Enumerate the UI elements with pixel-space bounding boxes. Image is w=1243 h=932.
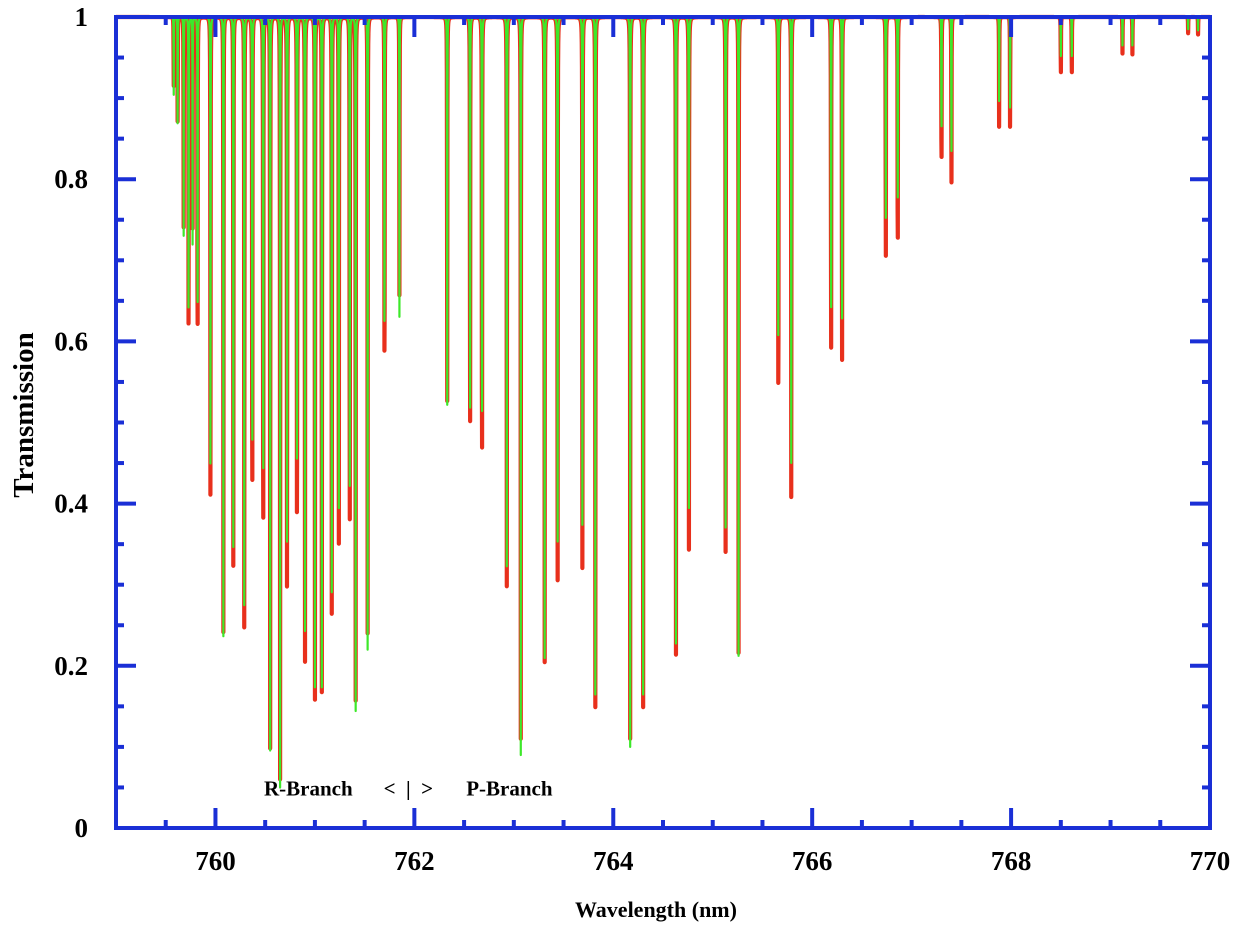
y-axis-title: Transmission	[8, 332, 40, 497]
branch-annotation: R-Branch < | > P-Branch	[264, 777, 553, 801]
y-tick-label: 0.4	[54, 489, 88, 519]
axis-tick-labels: 760 762 764 766 768 770 0 0.2 0.4 0.6 0.8 1	[54, 2, 1230, 876]
axis-ticks	[114, 15, 1212, 830]
y-tick-label: 0.2	[54, 651, 88, 681]
x-tick-label: 764	[593, 846, 634, 876]
y-tick-label: 0	[75, 813, 89, 843]
x-tick-label: 760	[195, 846, 236, 876]
x-tick-label: 762	[394, 846, 435, 876]
p-branch-label: P-Branch	[466, 777, 553, 801]
plot-series	[114, 14, 1212, 789]
y-tick-label: 1	[75, 2, 89, 32]
series-line-2	[115, 15, 1211, 789]
x-tick-label: 768	[991, 846, 1032, 876]
x-tick-label: 770	[1190, 846, 1231, 876]
r-branch-label: R-Branch	[264, 777, 353, 801]
x-axis-title: Wavelength (nm)	[575, 897, 737, 922]
branch-divider-label: < | >	[384, 777, 434, 801]
y-tick-label: 0.8	[54, 164, 88, 194]
y-tick-label: 0.6	[54, 326, 88, 356]
x-tick-label: 766	[792, 846, 833, 876]
